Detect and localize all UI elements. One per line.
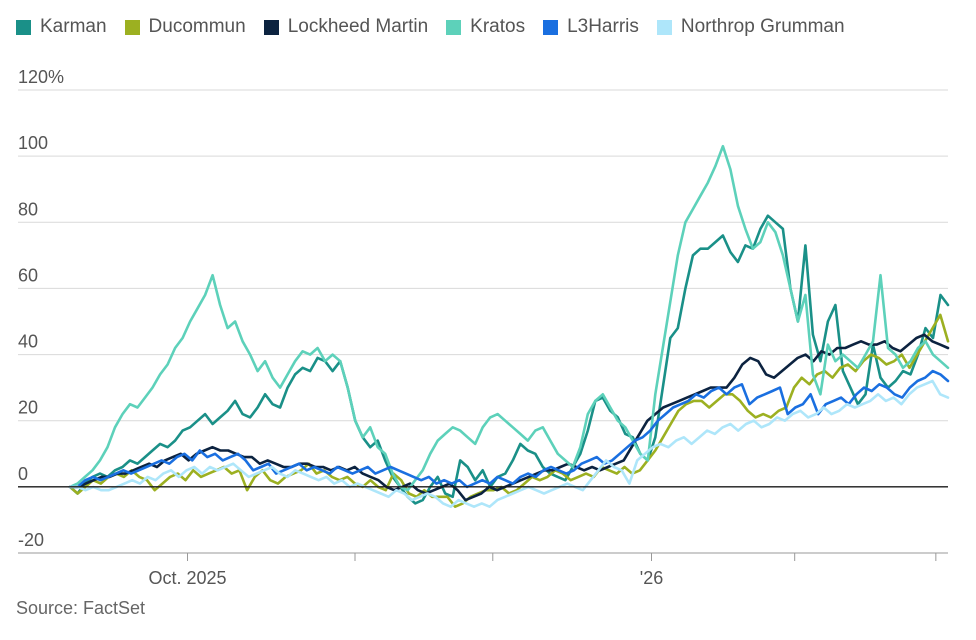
series-line-karman <box>68 214 950 505</box>
legend-item: L3Harris <box>543 16 639 38</box>
legend-swatch <box>446 19 462 35</box>
legend-label: Ducommun <box>148 16 246 37</box>
legend-item: Northrop Grumman <box>656 16 845 38</box>
series-lines <box>68 144 950 509</box>
series-line-kratos <box>68 144 950 492</box>
legend-label: Kratos <box>470 16 526 37</box>
legend-item: Ducommun <box>124 16 246 38</box>
chart-legend: Karman Ducommun Lockheed Martin Kratos L3Har… <box>16 14 845 40</box>
x-tick-label: '26 <box>640 568 663 588</box>
legend-swatch <box>124 19 140 35</box>
legend-item: Lockheed Martin <box>263 16 429 38</box>
legend-label: Lockheed Martin <box>287 16 429 37</box>
legend-label: Northrop Grumman <box>680 16 845 37</box>
y-tick-label: 100 <box>18 133 48 153</box>
y-tick-label: 0 <box>18 464 28 484</box>
legend-label: L3Harris <box>567 16 639 37</box>
legend-label: Karman <box>40 16 107 37</box>
legend-item: Karman <box>16 16 107 38</box>
source-note: Source: FactSet <box>16 598 146 618</box>
y-tick-label: 80 <box>18 199 38 219</box>
y-axis-labels: 120% 100 80 60 40 20 0 -20 <box>18 67 64 550</box>
series-line-northrop-grumman <box>68 379 950 509</box>
y-tick-label: -20 <box>18 530 44 550</box>
legend-swatch <box>656 19 672 35</box>
x-tick-label: Oct. 2025 <box>148 568 226 588</box>
series-line-l3harris <box>68 369 950 489</box>
y-tick-label: 20 <box>18 398 38 418</box>
y-tick-label: 120% <box>18 67 64 87</box>
x-axis: Oct. 2025 '26 <box>18 486 948 588</box>
y-tick-label: 60 <box>18 265 38 285</box>
legend-swatch <box>263 19 279 35</box>
legend-swatch <box>16 19 31 35</box>
y-tick-label: 40 <box>18 332 38 352</box>
legend-swatch <box>543 19 559 35</box>
series-line-lockheed-martin <box>68 333 950 502</box>
legend-item: Kratos <box>446 16 525 38</box>
